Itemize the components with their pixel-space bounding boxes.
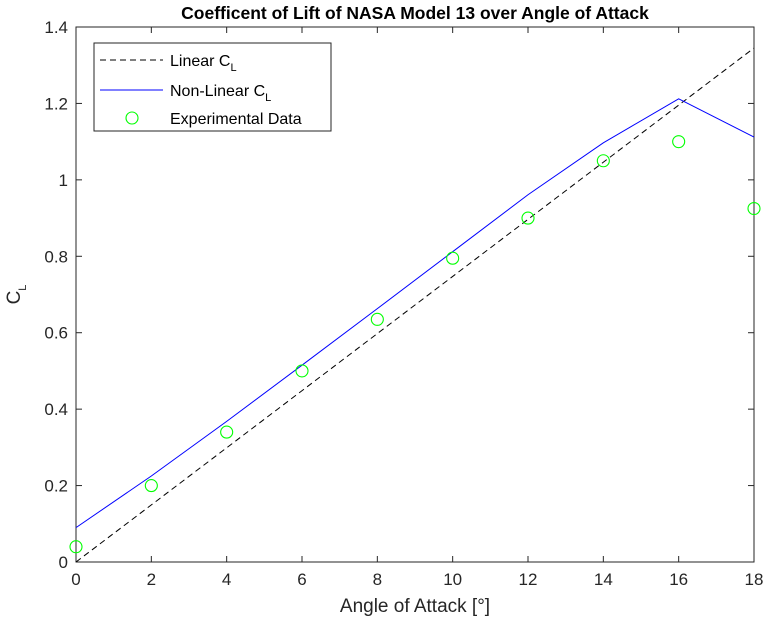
experimental-data-point xyxy=(521,211,535,225)
linear-cl-line xyxy=(75,47,755,563)
y-tick-label: 0.2 xyxy=(44,477,68,496)
x-tick-label: 10 xyxy=(443,570,462,589)
x-tick-label: 2 xyxy=(147,570,156,589)
y-tick-label: 0 xyxy=(59,553,68,572)
legend: Linear CL Non-Linear CL Experimental Data xyxy=(93,42,332,132)
experimental-data-point xyxy=(672,135,686,149)
legend-label: Linear CL xyxy=(170,53,237,74)
series-layer xyxy=(69,47,761,563)
x-tick-label: 12 xyxy=(519,570,538,589)
x-tick-label: 6 xyxy=(297,570,306,589)
legend-label: Experimental Data xyxy=(170,111,302,128)
experimental-data-point xyxy=(220,425,234,439)
x-tick-label: 4 xyxy=(222,570,231,589)
experimental-data-point xyxy=(144,479,158,493)
y-axis-label-subscript: L xyxy=(17,285,29,291)
y-axis-label: CL xyxy=(4,285,29,305)
experimental-data-point xyxy=(747,201,761,216)
x-axis-ticks: 0 2 4 6 8 10 12 14 16 18 xyxy=(71,27,763,589)
x-tick-label: 8 xyxy=(373,570,382,589)
chart-title: Coefficent of Lift of NASA Model 13 over… xyxy=(181,3,649,23)
experimental-data-point xyxy=(69,540,83,554)
experimental-data-point xyxy=(370,312,384,326)
experimental-data-point xyxy=(446,251,460,265)
y-tick-label: 1.2 xyxy=(44,94,68,113)
x-tick-label: 16 xyxy=(669,570,688,589)
x-axis-label: Angle of Attack [°] xyxy=(340,596,490,617)
y-tick-label: 1.4 xyxy=(44,18,68,37)
y-tick-label: 0.6 xyxy=(44,324,68,343)
y-tick-label: 1 xyxy=(59,171,68,190)
y-axis-label-main: C xyxy=(4,291,25,305)
y-tick-label: 0.8 xyxy=(44,247,68,266)
legend-label: Non-Linear CL xyxy=(170,83,271,104)
x-tick-label: 18 xyxy=(745,570,764,589)
experimental-data-point xyxy=(596,154,610,168)
y-axis-ticks: 0 0.2 0.4 0.6 0.8 1 1.2 1.4 xyxy=(44,18,754,572)
x-tick-label: 0 xyxy=(71,570,80,589)
legend-marker-experimental xyxy=(125,111,139,125)
legend-box xyxy=(93,42,332,132)
experimental-data-point xyxy=(295,364,309,378)
y-tick-label: 0.4 xyxy=(44,400,68,419)
x-tick-label: 14 xyxy=(594,570,613,589)
non-linear-cl-line xyxy=(75,98,755,529)
